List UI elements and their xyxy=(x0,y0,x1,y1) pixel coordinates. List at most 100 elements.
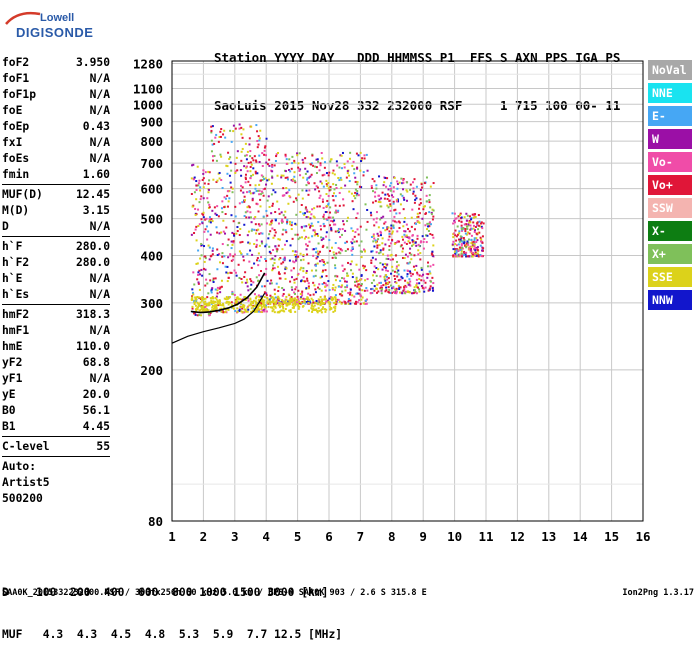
echo-point xyxy=(428,211,431,214)
param-row: D N/A xyxy=(2,219,110,235)
echo-point xyxy=(246,150,249,153)
param-value: 20.0 xyxy=(82,388,110,401)
echo-point xyxy=(254,172,257,175)
echo-point xyxy=(259,302,262,305)
echo-point xyxy=(289,299,292,302)
echo-point xyxy=(246,206,249,209)
echo-point xyxy=(193,191,196,194)
echo-point xyxy=(208,206,211,209)
echo-point xyxy=(313,304,316,307)
echo-point xyxy=(293,292,296,295)
echo-point xyxy=(386,177,389,180)
echo-point xyxy=(272,298,275,301)
echo-point xyxy=(264,154,267,157)
echo-point xyxy=(205,225,208,228)
legend-item-e: E- xyxy=(648,106,692,126)
echo-point xyxy=(246,281,249,284)
echo-point xyxy=(357,233,360,236)
echo-point xyxy=(411,239,414,242)
echo-point xyxy=(412,243,415,246)
echo-point xyxy=(318,283,321,286)
echo-point xyxy=(216,292,219,295)
echo-point xyxy=(218,252,221,255)
echo-point xyxy=(218,232,221,235)
echo-point xyxy=(322,264,325,267)
echo-point xyxy=(389,203,392,206)
echo-point xyxy=(200,268,203,271)
echo-point xyxy=(309,217,312,220)
echo-point xyxy=(301,197,304,200)
echo-point xyxy=(271,176,274,179)
echo-point xyxy=(246,170,249,173)
echo-point xyxy=(227,303,230,306)
echo-point xyxy=(406,255,409,258)
echo-point xyxy=(393,291,396,294)
echo-point xyxy=(285,240,288,243)
y-tick-label: 300 xyxy=(140,296,163,311)
echo-point xyxy=(346,220,349,223)
echo-point xyxy=(273,164,276,167)
echo-point xyxy=(198,201,201,204)
logo-line1: Lowell xyxy=(40,12,75,24)
echo-point xyxy=(328,289,331,292)
echo-point xyxy=(197,224,200,227)
echo-point xyxy=(333,173,336,176)
echo-point xyxy=(268,164,271,167)
echo-point xyxy=(250,300,253,303)
param-value: N/A xyxy=(89,152,110,165)
echo-point xyxy=(273,293,276,296)
echo-point xyxy=(309,300,312,303)
echo-point xyxy=(393,209,396,212)
echo-point xyxy=(309,224,312,227)
echo-point xyxy=(331,299,334,302)
echo-point xyxy=(399,203,402,206)
echo-point xyxy=(291,288,294,291)
echo-point xyxy=(324,269,327,272)
echo-point xyxy=(202,211,205,214)
echo-point xyxy=(263,146,266,149)
echo-point xyxy=(365,302,368,305)
echo-point xyxy=(234,205,237,208)
echo-point xyxy=(374,195,377,198)
y-tick-label: 1100 xyxy=(133,82,163,97)
echo-point xyxy=(293,161,296,164)
echo-point xyxy=(202,172,205,175)
echo-point xyxy=(296,295,299,298)
echo-point xyxy=(385,286,388,289)
param-value: 3.950 xyxy=(75,56,110,69)
echo-point xyxy=(336,211,339,214)
echo-point xyxy=(354,180,357,183)
echo-point xyxy=(257,223,260,226)
echo-point xyxy=(322,237,325,240)
echo-point xyxy=(371,256,374,259)
echo-point xyxy=(235,302,238,305)
echo-point xyxy=(414,198,417,201)
echo-point xyxy=(389,242,392,245)
echo-point xyxy=(344,280,347,283)
echo-point xyxy=(260,240,263,243)
echo-point xyxy=(418,245,421,248)
echo-point xyxy=(191,288,194,291)
echo-point xyxy=(310,213,313,216)
echo-point xyxy=(306,297,309,300)
echo-point xyxy=(216,289,219,292)
echo-point xyxy=(398,288,401,291)
echo-point xyxy=(191,307,194,310)
echo-point xyxy=(383,181,386,184)
echo-point xyxy=(325,179,328,182)
echo-point xyxy=(330,307,333,310)
echo-point xyxy=(249,155,252,158)
echo-point xyxy=(203,230,206,233)
echo-point xyxy=(295,286,298,289)
echo-point xyxy=(380,281,383,284)
echo-point xyxy=(244,308,247,311)
param-row: foF1p N/A xyxy=(2,87,110,103)
echo-point xyxy=(265,310,268,313)
echo-point xyxy=(223,297,226,300)
echo-point xyxy=(388,199,391,202)
echo-point xyxy=(458,246,461,249)
echo-point xyxy=(364,203,367,206)
echo-point xyxy=(253,155,256,158)
echo-point xyxy=(222,311,225,314)
echo-point xyxy=(384,279,387,282)
